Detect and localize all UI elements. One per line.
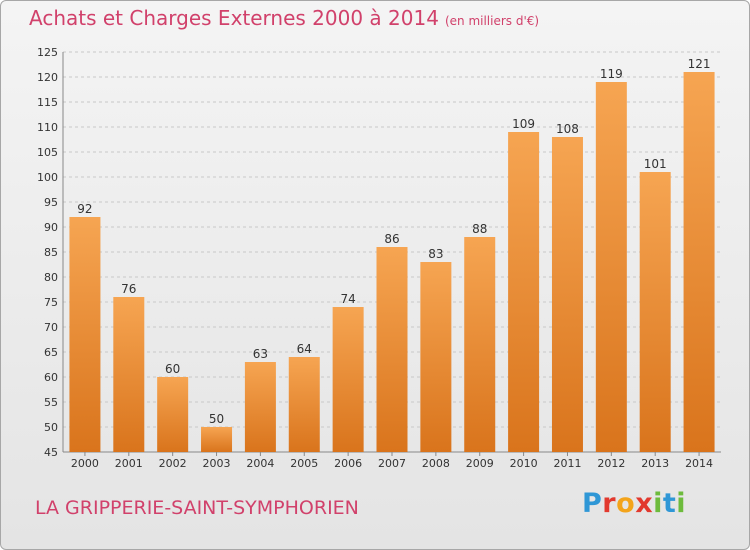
value-label-2008: 83 <box>428 247 443 261</box>
y-tick-label: 50 <box>44 421 58 434</box>
bar-2012 <box>595 82 627 452</box>
y-tick-label: 95 <box>44 196 58 209</box>
x-tick-label: 2001 <box>115 457 143 470</box>
bar-2008 <box>420 262 452 452</box>
bar-2006 <box>332 307 364 452</box>
commune-name: LA GRIPPERIE-SAINT-SYMPHORIEN <box>35 497 359 519</box>
value-label-2005: 64 <box>297 342 312 356</box>
y-tick-label: 65 <box>44 346 58 359</box>
x-tick-label: 2014 <box>685 457 713 470</box>
y-tick-label: 55 <box>44 396 58 409</box>
value-label-2004: 63 <box>253 347 268 361</box>
y-tick-label: 120 <box>37 71 58 84</box>
y-tick-label: 85 <box>44 246 58 259</box>
value-label-2010: 109 <box>512 117 535 131</box>
x-tick-label: 2005 <box>290 457 318 470</box>
y-tick-label: 125 <box>37 46 58 59</box>
bar-2001 <box>113 297 145 452</box>
chart-title: Achats et Charges Externes 2000 à 2014 (e… <box>29 6 539 30</box>
value-label-2000: 92 <box>77 202 92 216</box>
y-tick-label: 110 <box>37 121 58 134</box>
x-tick-label: 2007 <box>378 457 406 470</box>
bar-2000 <box>69 217 101 452</box>
x-tick-label: 2011 <box>553 457 581 470</box>
value-label-2003: 50 <box>209 412 224 426</box>
value-label-2012: 119 <box>600 67 623 81</box>
x-tick-label: 2003 <box>203 457 231 470</box>
chart-unit: (en milliers d'€) <box>444 14 540 28</box>
x-tick-label: 2000 <box>71 457 99 470</box>
bar-2003 <box>201 427 233 452</box>
y-tick-label: 115 <box>37 96 58 109</box>
proxiti-logo[interactable]: Proxiti <box>582 488 687 519</box>
x-tick-label: 2012 <box>597 457 625 470</box>
x-tick-label: 2013 <box>641 457 669 470</box>
value-label-2006: 74 <box>340 292 355 306</box>
chart-title-text: Achats et Charges Externes 2000 à 2014 <box>29 6 439 30</box>
value-label-2002: 60 <box>165 362 180 376</box>
y-tick-label: 100 <box>37 171 58 184</box>
x-tick-label: 2004 <box>246 457 274 470</box>
y-tick-label: 75 <box>44 296 58 309</box>
x-tick-label: 2002 <box>159 457 187 470</box>
y-tick-label: 90 <box>44 221 58 234</box>
bar-2007 <box>376 247 408 452</box>
x-tick-label: 2006 <box>334 457 362 470</box>
y-tick-label: 70 <box>44 321 58 334</box>
bar-2004 <box>244 362 276 452</box>
bar-2013 <box>639 172 671 452</box>
bar-layer <box>69 72 715 452</box>
bar-2014 <box>683 72 715 452</box>
y-tick-label: 45 <box>44 446 58 459</box>
value-label-2013: 101 <box>644 157 667 171</box>
bar-2011 <box>551 137 583 452</box>
value-label-2014: 121 <box>688 57 711 71</box>
value-label-2007: 86 <box>384 232 399 246</box>
y-tick-label: 60 <box>44 371 58 384</box>
value-label-2001: 76 <box>121 282 136 296</box>
value-label-2011: 108 <box>556 122 579 136</box>
y-tick-label: 80 <box>44 271 58 284</box>
x-tick-label: 2009 <box>466 457 494 470</box>
y-tick-label: 105 <box>37 146 58 159</box>
value-label-2009: 88 <box>472 222 487 236</box>
bar-2005 <box>288 357 320 452</box>
bar-2010 <box>508 132 540 452</box>
x-tick-label: 2010 <box>510 457 538 470</box>
bar-2009 <box>464 237 496 452</box>
bar-2002 <box>157 377 189 452</box>
label-layer: 92 76 60 50 63 64 74 86 83 88 109 108 119 101 121 <box>77 57 710 426</box>
x-tick-label: 2008 <box>422 457 450 470</box>
